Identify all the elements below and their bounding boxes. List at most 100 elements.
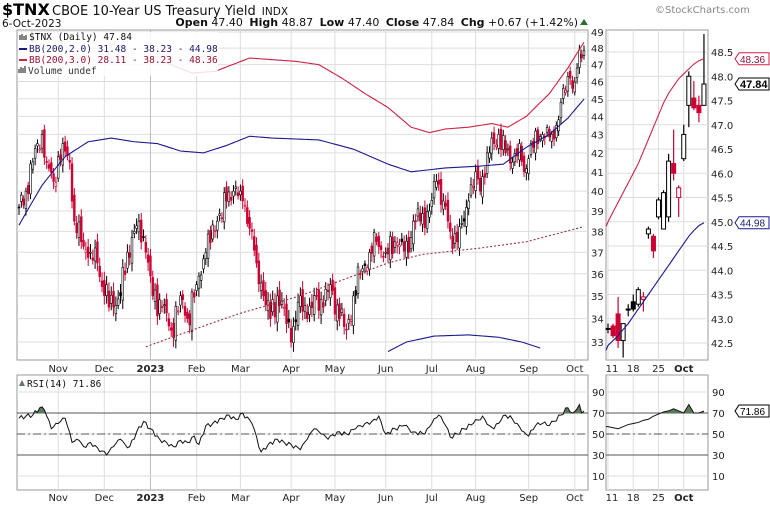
candle-body: [435, 181, 438, 188]
candle-body: [366, 267, 369, 272]
ohlc-summary: Open 47.40 High 48.87 Low 47.40 Close 47…: [175, 16, 578, 29]
y-tick-label: 33: [591, 338, 604, 349]
zoom-candle-body: [645, 228, 651, 235]
zoom-rsi-y-tick-label: 30: [712, 451, 725, 462]
y-tick-label: 41: [591, 168, 604, 179]
candle-body: [93, 247, 97, 262]
candle-body: [476, 166, 480, 180]
y-tick-label: 43: [591, 130, 604, 141]
candle-body: [405, 240, 408, 258]
candle-body: [223, 192, 226, 223]
candle-body: [428, 210, 431, 218]
zoom-y-tick-label: 46.0: [711, 169, 733, 180]
zoom-candle-body: [650, 235, 656, 252]
legend: $TNX (Daily) 47.84 BB(200,2.0) 31.48 - 3…: [18, 32, 218, 77]
candle-body: [202, 258, 205, 270]
x-tick-label: Nov: [48, 364, 68, 375]
rsi-line: [18, 403, 585, 456]
x-tick-label: Jul: [425, 493, 438, 504]
candle-body: [172, 322, 175, 338]
zoom-y-tick-label: 45.0: [711, 218, 733, 229]
candle-body: [389, 236, 392, 261]
candle-body: [257, 260, 261, 285]
zoom-candle-body: [620, 323, 626, 342]
zoom-candle-body: [681, 133, 687, 160]
candle-body: [430, 200, 433, 207]
candle-body: [63, 141, 67, 152]
candle-body: [336, 304, 339, 322]
candle-body: [347, 319, 350, 324]
candle-body: [368, 251, 371, 270]
candle-body: [153, 289, 157, 302]
candle-body: [57, 156, 60, 179]
x-tick-label: Sep: [519, 493, 538, 504]
candle-body: [160, 306, 164, 308]
zoom-x-tick-label: Oct: [674, 364, 693, 375]
candle-body: [45, 161, 48, 163]
tag-bb2: 44.98: [734, 216, 770, 230]
x-tick-label: Jun: [377, 493, 394, 504]
zoom-candle-body: [605, 327, 611, 330]
rsi-y-tick-label: 30: [592, 451, 605, 462]
candle-body: [188, 313, 191, 326]
zoom-x-tick-label: 18: [627, 493, 640, 504]
candle-body: [444, 202, 447, 207]
candle-body: [144, 242, 148, 253]
candle-body: [186, 311, 189, 319]
candle-body: [156, 284, 159, 317]
candle-body: [248, 217, 251, 229]
open-label: Open: [175, 16, 208, 29]
candle-body: [499, 128, 503, 150]
candle-body: [525, 168, 528, 174]
y-tick-label: 47: [591, 61, 604, 72]
zoom-candle-body: [671, 163, 677, 174]
candle-body: [54, 182, 58, 187]
zoom-bb3-upper-line: [605, 58, 705, 227]
open-value: 47.40: [211, 16, 243, 29]
candle-body: [391, 236, 394, 255]
candle-body: [375, 236, 378, 243]
candle-body: [61, 143, 65, 166]
high-label: High: [249, 16, 278, 29]
candle-body: [488, 152, 491, 159]
candle-body: [324, 288, 327, 301]
candle-body: [174, 306, 178, 341]
candle-body: [278, 289, 281, 306]
x-tick-label: May: [325, 493, 346, 504]
candle-body: [98, 265, 101, 278]
candle-body: [107, 290, 111, 308]
candle-body: [40, 134, 44, 149]
tag-rsi: 71.86: [734, 404, 770, 418]
low-label: Low: [320, 16, 345, 29]
x-tick-label: Dec: [95, 364, 114, 375]
chart-date: 6-Oct-2023: [2, 18, 61, 30]
candle-body: [89, 251, 92, 254]
zoom-price-panel: [605, 29, 709, 361]
tag-close-text: 47.84: [740, 79, 768, 91]
candle-body: [575, 67, 579, 78]
zoom-y-tick-label: 45.5: [711, 194, 733, 205]
candle-body: [86, 246, 90, 258]
candle-body: [294, 319, 297, 323]
candle-body: [432, 181, 436, 199]
x-tick-label: Feb: [188, 493, 206, 504]
zoom-y-tick-label: 44.0: [711, 266, 733, 277]
volume-icon: [18, 66, 26, 73]
y-tick-label: 44: [591, 112, 604, 123]
candle-body: [234, 186, 237, 189]
zoom-y-tick-label: 43.5: [711, 291, 733, 302]
candle-body: [303, 305, 307, 312]
candle-body: [190, 291, 194, 332]
candle-body: [342, 313, 346, 327]
candle-body: [273, 301, 277, 318]
candle-body: [451, 236, 454, 249]
candle-body: [243, 204, 247, 207]
chg-value: +0.67 (+1.42%): [488, 16, 578, 29]
candle-body: [562, 87, 565, 99]
candle-body: [559, 101, 563, 118]
legend-price: $TNX (Daily) 47.84: [29, 32, 132, 43]
candle-body: [167, 318, 171, 327]
y-tick-label: 35: [591, 292, 604, 303]
rsi-y-tick-label: 70: [592, 409, 605, 420]
y-tick-label: 45: [591, 95, 604, 106]
